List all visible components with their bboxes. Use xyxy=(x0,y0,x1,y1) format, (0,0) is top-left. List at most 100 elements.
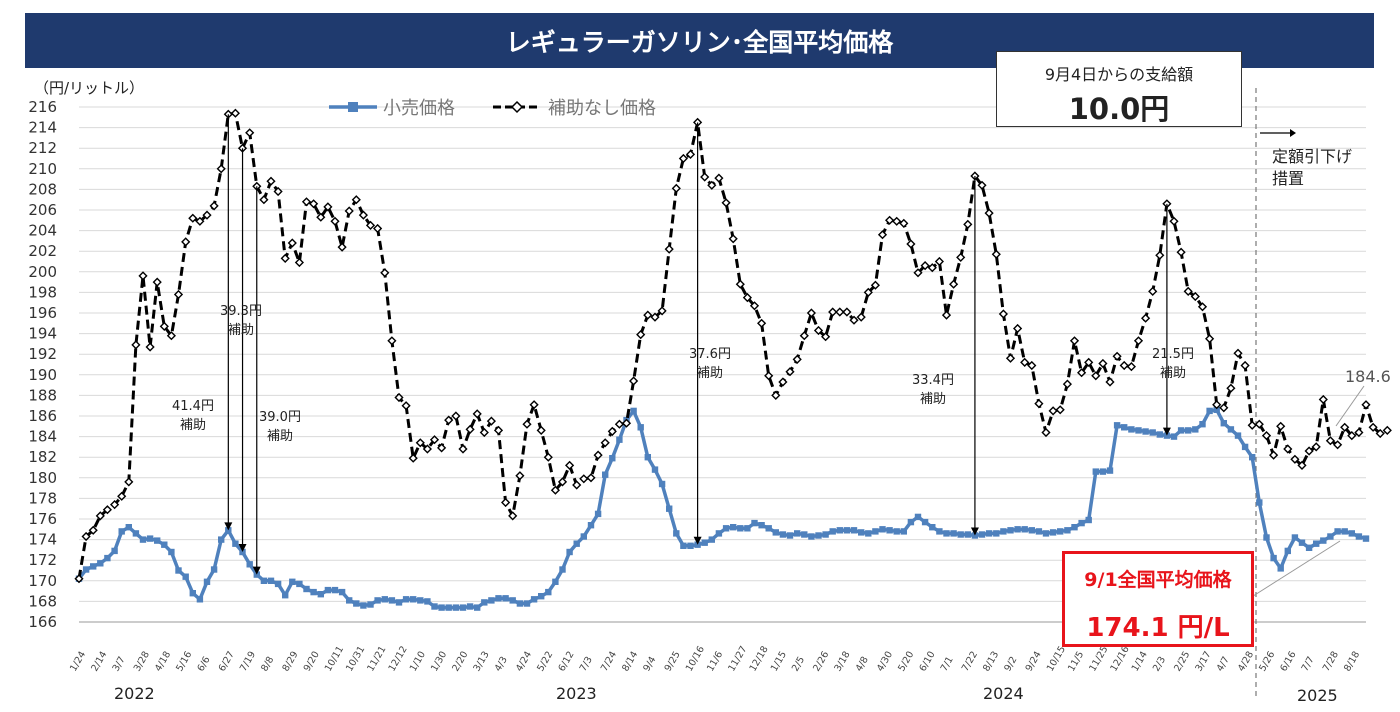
point-no-subsidy xyxy=(927,263,937,273)
point-no-subsidy xyxy=(813,325,824,336)
point-no-subsidy xyxy=(1340,422,1350,432)
point-retail xyxy=(1256,499,1263,506)
legend: 小売価格 補助なし価格 xyxy=(329,98,656,119)
point-retail xyxy=(957,531,964,538)
point-retail xyxy=(1099,468,1107,475)
x-tick-label: 4/18 xyxy=(153,650,173,674)
point-no-subsidy xyxy=(799,331,809,341)
point-no-subsidy xyxy=(1133,336,1144,346)
point-retail xyxy=(978,531,986,538)
point-retail xyxy=(1121,424,1128,431)
point-no-subsidy xyxy=(792,354,802,364)
measure-arrow-head xyxy=(1290,129,1296,137)
x-tick-label: 6/12 xyxy=(556,650,576,674)
x-tick-label: 10/31 xyxy=(344,644,367,673)
point-retail xyxy=(452,604,460,611)
series-layer xyxy=(74,108,1392,611)
point-no-subsidy xyxy=(365,220,376,230)
x-tick-label: 6/16 xyxy=(1278,650,1298,674)
point-retail xyxy=(1298,539,1306,546)
year-label-2024: 2024 xyxy=(983,684,1024,703)
point-no-subsidy xyxy=(764,371,774,381)
point-no-subsidy xyxy=(138,271,148,281)
point-retail xyxy=(424,598,431,605)
point-retail xyxy=(985,530,993,537)
x-tick-label: 2/5 xyxy=(790,655,807,674)
y-tick-label: 184 xyxy=(28,428,57,446)
point-retail xyxy=(808,533,815,540)
point-retail xyxy=(929,524,936,531)
point-retail xyxy=(388,597,396,604)
x-tick-label: 4/3 xyxy=(493,655,510,674)
y-tick-label: 174 xyxy=(28,531,57,549)
point-no-subsidy xyxy=(1098,358,1108,369)
point-no-subsidy xyxy=(757,318,767,328)
x-tick-label: 9/4 xyxy=(641,655,658,674)
point-retail xyxy=(282,592,289,599)
y-tick-label: 210 xyxy=(28,160,57,178)
point-no-subsidy xyxy=(280,253,290,263)
point-no-subsidy xyxy=(259,195,269,205)
point-retail xyxy=(1234,432,1242,439)
point-no-subsidy xyxy=(309,199,319,209)
x-tick-label: 3/28 xyxy=(132,650,152,674)
point-no-subsidy xyxy=(1247,420,1257,430)
point-no-subsidy xyxy=(664,244,674,254)
point-retail xyxy=(858,529,865,536)
x-tick-label: 2/26 xyxy=(811,650,831,674)
point-retail xyxy=(822,531,829,538)
x-tick-label: 1/15 xyxy=(769,650,789,674)
point-no-subsidy xyxy=(707,180,717,190)
point-retail xyxy=(189,590,196,597)
point-retail xyxy=(1348,530,1355,537)
point-retail xyxy=(331,586,339,594)
point-retail xyxy=(1149,429,1156,436)
point-no-subsidy xyxy=(600,438,610,448)
point-retail xyxy=(829,528,836,535)
point-no-subsidy xyxy=(188,213,198,223)
x-tick-label: 5/22 xyxy=(535,650,555,674)
y-tick-label: 214 xyxy=(28,119,57,137)
legend-no-subsidy: 補助なし価格 xyxy=(548,98,656,119)
point-retail xyxy=(815,532,822,539)
point-no-subsidy xyxy=(287,238,297,248)
point-retail xyxy=(1021,526,1028,533)
point-retail xyxy=(907,518,915,526)
point-no-subsidy xyxy=(394,392,404,403)
point-retail xyxy=(602,471,609,478)
x-tick-label: 11/6 xyxy=(705,650,725,674)
point-no-subsidy xyxy=(771,390,781,400)
measure-note-line2: 措置 xyxy=(1272,169,1305,188)
point-retail xyxy=(872,528,879,535)
point-retail xyxy=(360,602,367,609)
x-tick-label: 2/25 xyxy=(1172,650,1192,674)
point-no-subsidy xyxy=(1084,357,1094,367)
point-retail xyxy=(410,596,417,603)
point-no-subsidy xyxy=(998,309,1008,319)
point-retail xyxy=(431,603,438,610)
point-no-subsidy xyxy=(956,252,966,262)
point-retail xyxy=(161,541,168,548)
point-retail xyxy=(971,532,979,539)
point-retail xyxy=(1305,544,1313,551)
point-no-subsidy xyxy=(173,289,184,300)
point-no-subsidy xyxy=(145,342,155,352)
point-no-subsidy xyxy=(451,411,461,421)
x-tick-label: 6/27 xyxy=(217,650,237,674)
x-tick-label: 3/7 xyxy=(111,655,128,674)
point-no-subsidy xyxy=(941,310,952,320)
x-tick-label: 12/18 xyxy=(748,644,771,673)
point-retail xyxy=(1185,427,1192,434)
point-no-subsidy xyxy=(166,331,176,341)
point-no-subsidy xyxy=(1212,400,1222,410)
annotation-subsidy-1: 41.4円 補助 xyxy=(172,399,214,433)
point-no-subsidy xyxy=(1062,379,1072,389)
point-retail xyxy=(644,454,651,461)
point-retail xyxy=(118,528,125,535)
point-no-subsidy xyxy=(1126,362,1136,372)
measure-note: 定額引下げ 措置 xyxy=(1272,146,1352,190)
point-retail xyxy=(794,530,801,537)
point-no-subsidy xyxy=(949,279,959,289)
point-no-subsidy xyxy=(593,450,603,460)
point-no-subsidy xyxy=(671,183,681,193)
